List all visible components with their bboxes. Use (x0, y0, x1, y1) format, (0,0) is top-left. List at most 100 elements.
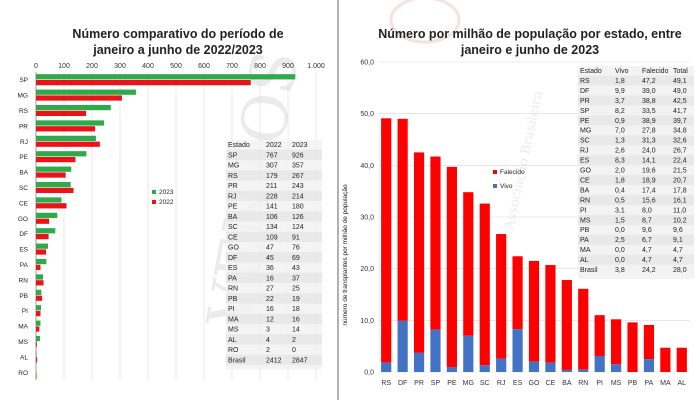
right-table-cell: 22,4 (673, 158, 687, 165)
right-y-axis-label: número de transplantes por milhão de pop… (342, 184, 349, 326)
right-table-cell: ES (580, 158, 590, 165)
left-table-cell: 47 (266, 245, 274, 252)
left-table-cell: 16 (266, 275, 274, 282)
left-table-cell: MG (228, 163, 239, 170)
left-bar-2022 (36, 280, 44, 286)
right-bar-vivo (561, 369, 572, 372)
right-table-cell: 42,5 (673, 98, 687, 105)
left-category-label: PA (20, 262, 29, 269)
left-bar-2022 (36, 218, 50, 224)
left-table-cell: RS (228, 173, 238, 180)
right-table-cell: 31,3 (642, 138, 656, 145)
left-bar-2023 (36, 289, 42, 295)
left-table-cell: 307 (266, 163, 278, 170)
right-bar-vivo (512, 329, 523, 372)
right-table-row-band (578, 254, 694, 265)
right-table-cell: 20,7 (673, 177, 687, 184)
right-category-label: PI (596, 380, 603, 387)
left-bar-2023 (36, 351, 37, 357)
right-table-cell: PA (580, 237, 589, 244)
right-table-cell: 16,1 (673, 197, 687, 204)
left-category-label: SP (19, 77, 28, 84)
left-table-cell: BA (228, 214, 238, 221)
right-table-cell: PB (580, 227, 590, 234)
left-table-row-band (226, 313, 322, 324)
right-category-label: PB (628, 380, 638, 387)
left-category-label: MS (18, 339, 28, 346)
right-bar-falecido (446, 166, 457, 368)
left-bar-2022 (36, 341, 37, 348)
left-table-cell: 45 (266, 255, 274, 262)
left-table-cell: 357 (292, 163, 304, 170)
right-table-row-band (578, 234, 694, 245)
right-bar-vivo (430, 329, 441, 372)
right-table-cell: 38,8 (642, 98, 656, 105)
left-table-cell: 19 (292, 296, 300, 303)
left-x-tick-label: 600 (198, 63, 210, 70)
right-category-label: AL (678, 380, 687, 387)
left-category-label: PR (19, 123, 28, 130)
left-bar-2023 (36, 274, 43, 280)
left-table-cell: AL (228, 337, 237, 344)
left-bar-2022 (36, 172, 66, 178)
left-table-cell: RN (228, 286, 238, 293)
left-category-label: AL (20, 354, 28, 361)
right-table-cell: 1,5 (615, 217, 625, 224)
right-table-cell: 21,5 (673, 168, 687, 175)
right-table-cell: 39,0 (642, 88, 656, 95)
right-table-cell: 14,1 (642, 158, 656, 165)
right-table-cell: DF (580, 88, 589, 95)
right-category-label: RS (381, 380, 391, 387)
left-table-cell: PB (228, 296, 238, 303)
left-table-row-band (226, 211, 322, 222)
left-x-tick-label: 400 (142, 63, 154, 70)
left-x-tick-label: 200 (86, 63, 98, 70)
left-table-cell: 12 (266, 316, 274, 323)
left-bar-2022 (36, 264, 41, 271)
right-bar-vivo (594, 355, 605, 372)
right-legend-swatch (493, 184, 497, 188)
right-table-cell: 0,0 (615, 227, 625, 234)
left-table-row-band (226, 170, 322, 181)
right-table-cell: 3,1 (615, 207, 625, 214)
right-bar-falecido (594, 315, 605, 356)
left-bar-2023 (36, 212, 58, 218)
right-table-cell: 6,7 (642, 237, 652, 244)
right-table-cell: 28,0 (673, 267, 687, 274)
left-table-cell: Brasil (228, 357, 246, 364)
right-bar-falecido (561, 280, 572, 370)
right-bar-vivo (479, 365, 490, 372)
right-y-tick-label: 60,0 (360, 60, 374, 67)
left-x-tick-label: 1.000 (307, 63, 325, 70)
watermark-seal (389, 0, 461, 44)
right-bar-vivo (413, 352, 425, 372)
right-table-cell: BA (580, 187, 590, 194)
left-bar-2023 (36, 104, 111, 111)
right-table-row-band (578, 115, 694, 126)
right-category-label: MA (660, 380, 671, 387)
right-table-header: Vivo (615, 68, 629, 75)
right-table-row-band (578, 75, 694, 86)
left-table-cell: 22 (266, 296, 274, 303)
left-category-label: RO (18, 370, 28, 377)
left-table-cell: 124 (292, 224, 304, 231)
left-legend-label: 2023 (159, 189, 174, 196)
left-category-label: DF (19, 231, 28, 238)
right-category-label: DF (398, 380, 407, 387)
left-category-label: PI (22, 308, 28, 315)
right-table-cell: AL (580, 257, 589, 264)
left-table-cell: 3 (266, 327, 270, 334)
left-table-cell: 243 (292, 183, 304, 190)
right-table-cell: 1,8 (615, 78, 625, 85)
left-table-cell: PR (228, 183, 238, 190)
left-category-label: RN (19, 277, 29, 284)
right-bar-vivo (643, 359, 655, 372)
left-table-cell: 27 (266, 286, 274, 293)
right-table-cell: 26,7 (673, 148, 687, 155)
left-bar-2022 (36, 249, 47, 255)
right-bar-falecido (660, 347, 671, 372)
right-table-cell: MA (580, 247, 591, 254)
left-table-header: Estado (228, 142, 250, 149)
